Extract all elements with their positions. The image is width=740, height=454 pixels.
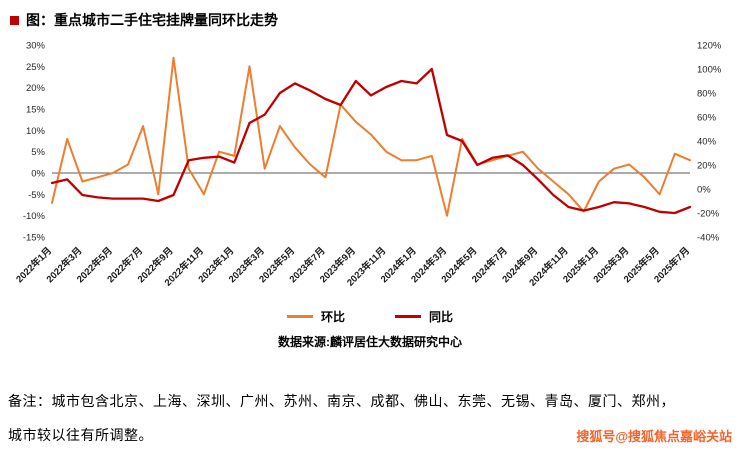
legend-item-mom: 环比 xyxy=(286,308,345,325)
right-axis-tick-label: -20% xyxy=(697,209,720,220)
left-axis-tick-label: 30% xyxy=(26,41,46,52)
right-axis-tick-label: 20% xyxy=(697,161,717,172)
right-axis-tick-label: 40% xyxy=(697,137,717,148)
right-axis-tick-label: -40% xyxy=(697,233,720,244)
yoy-series-line xyxy=(50,67,692,215)
right-axis-tick-label: 0% xyxy=(697,185,711,196)
title-bullet-icon xyxy=(10,15,19,25)
chart-legend: 环比 同比 xyxy=(0,308,740,325)
legend-label-yoy: 同比 xyxy=(429,310,454,324)
right-axis-tick-label: 80% xyxy=(697,89,717,100)
page-title: 图：重点城市二手住宅挂牌量同环比走势 xyxy=(26,12,278,28)
watermark: 搜狐号@搜狐焦点嘉峪关站 xyxy=(576,429,732,444)
mom-line-swatch xyxy=(286,315,313,318)
trend-chart: 30% 25% 20% 15% 10% 5% 0% -5% -10% -15% 120% 100% 80… xyxy=(14,41,722,289)
left-axis-tick-label: -5% xyxy=(28,190,45,201)
data-source-caption: 数据来源:麟评居住大数据研究中心 xyxy=(278,335,462,349)
left-axis-tick-label: 15% xyxy=(26,105,46,116)
left-axis-tick-label: -15% xyxy=(23,233,46,244)
right-axis-tick-label: 60% xyxy=(697,113,717,124)
yoy-line-swatch xyxy=(395,315,421,318)
legend-label-mom: 环比 xyxy=(320,310,345,324)
left-axis-tick-label: 20% xyxy=(26,83,46,94)
left-axis-tick-label: 25% xyxy=(26,62,46,73)
left-axis-tick-label: -10% xyxy=(23,211,46,222)
note-line-1: 备注：城市包含北京、上海、深圳、广州、苏州、南京、成都、佛山、东莞、无锡、青岛、… xyxy=(8,393,675,409)
chart-title-row: 图：重点城市二手住宅挂牌量同环比走势 xyxy=(10,10,278,30)
right-axis-tick-label: 120% xyxy=(697,41,722,52)
note-line-2: 城市较以往有所调整。 xyxy=(8,427,153,443)
left-axis-tick-label: 5% xyxy=(31,147,45,158)
legend-item-yoy: 同比 xyxy=(395,308,453,325)
right-axis-tick-label: 100% xyxy=(697,65,722,76)
mom-series-line xyxy=(51,56,691,217)
left-axis-tick-label: 10% xyxy=(26,126,46,137)
left-axis-tick-label: 0% xyxy=(31,169,45,180)
